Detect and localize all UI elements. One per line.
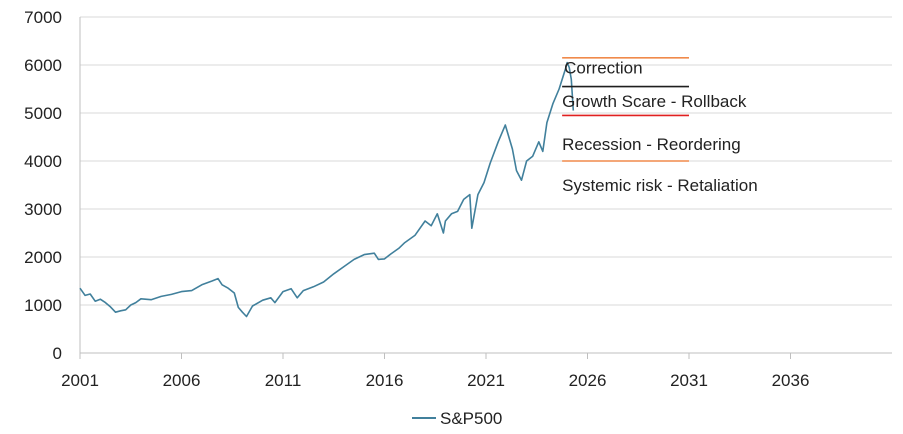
x-tick-label-2026: 2026	[569, 371, 607, 390]
legend: S&P500	[412, 409, 502, 428]
x-tick-label-2021: 2021	[467, 371, 505, 390]
y-tick-label-4000: 4000	[24, 152, 62, 171]
annotation-0: Correction	[564, 58, 642, 77]
reference-lines	[562, 56, 689, 162]
x-tick-label-2011: 2011	[265, 371, 302, 390]
x-tick-label-2016: 2016	[366, 371, 404, 390]
y-tick-label-5000: 5000	[24, 104, 62, 123]
y-tick-labels: 0 1000 2000 3000 4000 5000 6000 7000	[24, 8, 62, 363]
x-tick-label-2036: 2036	[772, 371, 810, 390]
annotation-3: Systemic risk - Retaliation	[562, 176, 758, 195]
legend-label-sp500: S&P500	[440, 409, 502, 428]
y-tick-label-1000: 1000	[24, 296, 62, 315]
annotation-1: Growth Scare - Rollback	[562, 92, 747, 111]
series-line-0	[79, 61, 575, 318]
x-tick-label-2006: 2006	[163, 371, 201, 390]
x-tick-label-2001: 2001	[61, 371, 99, 390]
x-tick-labels: 2001 2006 2011 2016 2021 2026 2031 2036	[61, 371, 809, 390]
y-tick-label-3000: 3000	[24, 200, 62, 219]
y-tick-label-6000: 6000	[24, 56, 62, 75]
annotation-2: Recession - Reordering	[562, 135, 741, 154]
annotations: Correction Growth Scare - Rollback Recessi…	[562, 58, 758, 195]
x-tick-label-2031: 2031	[670, 371, 708, 390]
axes	[79, 17, 892, 359]
y-tick-label-0: 0	[53, 344, 62, 363]
gridlines	[80, 16, 892, 306]
series-lines	[79, 61, 575, 318]
y-tick-label-7000: 7000	[24, 8, 62, 27]
y-tick-label-2000: 2000	[24, 248, 62, 267]
